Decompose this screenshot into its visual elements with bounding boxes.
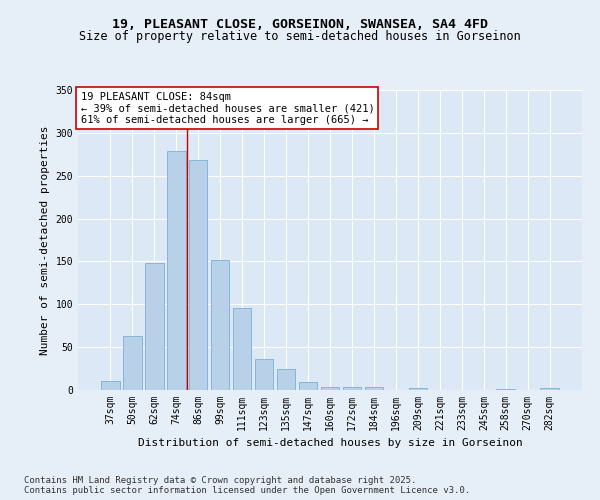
Bar <box>211 260 229 390</box>
Bar <box>343 388 361 390</box>
X-axis label: Distribution of semi-detached houses by size in Gorseinon: Distribution of semi-detached houses by … <box>137 438 523 448</box>
Bar <box>496 389 515 390</box>
Bar <box>320 386 340 390</box>
Bar <box>277 370 295 390</box>
Text: 19, PLEASANT CLOSE, GORSEINON, SWANSEA, SA4 4FD: 19, PLEASANT CLOSE, GORSEINON, SWANSEA, … <box>112 18 488 30</box>
Bar <box>409 388 427 390</box>
Bar <box>123 336 142 390</box>
Bar <box>365 388 383 390</box>
Bar <box>101 380 119 390</box>
Y-axis label: Number of semi-detached properties: Number of semi-detached properties <box>40 125 50 355</box>
Text: Size of property relative to semi-detached houses in Gorseinon: Size of property relative to semi-detach… <box>79 30 521 43</box>
Bar <box>233 308 251 390</box>
Text: Contains HM Land Registry data © Crown copyright and database right 2025.
Contai: Contains HM Land Registry data © Crown c… <box>24 476 470 495</box>
Text: 19 PLEASANT CLOSE: 84sqm
← 39% of semi-detached houses are smaller (421)
61% of : 19 PLEASANT CLOSE: 84sqm ← 39% of semi-d… <box>80 92 374 124</box>
Bar <box>541 388 559 390</box>
Bar <box>255 359 274 390</box>
Bar <box>299 382 317 390</box>
Bar <box>145 263 164 390</box>
Bar <box>189 160 208 390</box>
Bar <box>167 151 185 390</box>
